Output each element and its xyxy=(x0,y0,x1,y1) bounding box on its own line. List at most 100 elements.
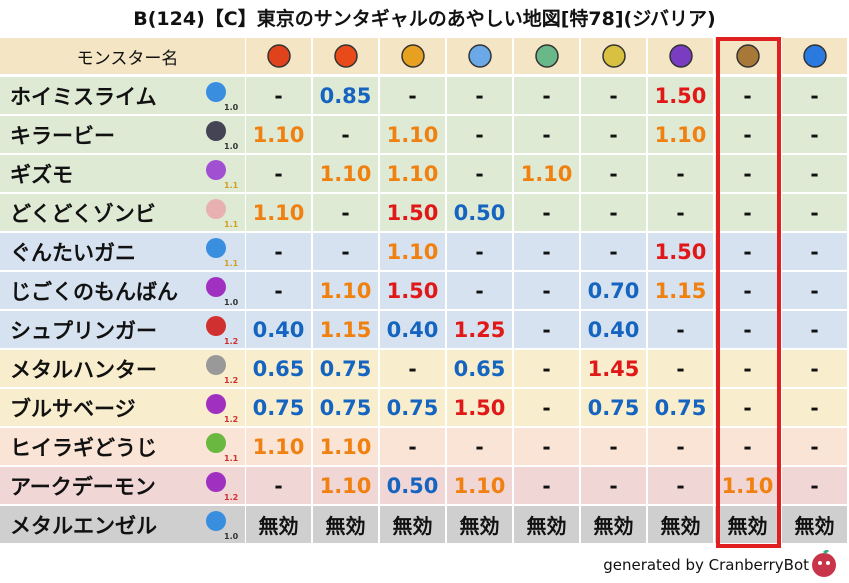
value-cell: 0.75 xyxy=(246,389,311,426)
value-cell: - xyxy=(581,428,646,465)
value-cell: - xyxy=(447,155,512,192)
value-cell: - xyxy=(581,116,646,153)
value-cell: - xyxy=(782,389,847,426)
header-icon xyxy=(715,38,780,74)
value-cell: - xyxy=(715,77,780,114)
value-cell: - xyxy=(782,467,847,504)
value-cell: 1.50 xyxy=(447,389,512,426)
value-cell: - xyxy=(782,155,847,192)
level: 1.0 xyxy=(224,298,239,307)
element-icon xyxy=(534,44,559,68)
value-cell: 0.75 xyxy=(313,389,378,426)
value-cell: 0.40 xyxy=(246,311,311,348)
header-icon xyxy=(380,38,445,74)
monster-icon xyxy=(206,433,226,453)
row-name: どくどくゾンビ 1.1 xyxy=(0,194,245,231)
value-cell: 無効 xyxy=(514,506,579,543)
value-cell: - xyxy=(648,155,713,192)
value-cell: 1.45 xyxy=(581,350,646,387)
value-cell: - xyxy=(782,272,847,309)
value-cell: 1.10 xyxy=(380,116,445,153)
value-cell: - xyxy=(514,350,579,387)
value-cell: 1.50 xyxy=(648,233,713,270)
row-name: ギズモ 1.1 xyxy=(0,155,245,192)
header-name: モンスター名 xyxy=(0,38,245,74)
value-cell: - xyxy=(782,311,847,348)
value-cell: 1.15 xyxy=(648,272,713,309)
element-icon xyxy=(735,44,760,68)
value-cell: - xyxy=(514,233,579,270)
header-icon xyxy=(313,38,378,74)
header-icon xyxy=(447,38,512,74)
row-name: ぐんたいガニ 1.1 xyxy=(0,233,245,270)
highlight-box xyxy=(716,37,781,548)
monster-icon xyxy=(206,121,226,141)
value-cell: - xyxy=(313,116,378,153)
value-cell: - xyxy=(246,272,311,309)
value-cell: - xyxy=(648,350,713,387)
value-cell: - xyxy=(715,428,780,465)
value-cell: - xyxy=(447,77,512,114)
monster-icon xyxy=(206,355,226,375)
value-cell: - xyxy=(715,350,780,387)
value-cell: 無効 xyxy=(715,506,780,543)
value-cell: - xyxy=(581,155,646,192)
level: 1.0 xyxy=(224,103,239,112)
row-name: アークデーモン 1.2 xyxy=(0,467,245,504)
value-cell: - xyxy=(380,350,445,387)
value-cell: - xyxy=(514,77,579,114)
value-cell: 0.50 xyxy=(447,194,512,231)
value-cell: - xyxy=(380,428,445,465)
value-cell: 無効 xyxy=(313,506,378,543)
value-cell: - xyxy=(648,311,713,348)
value-cell: 0.40 xyxy=(380,311,445,348)
value-cell: - xyxy=(782,350,847,387)
element-icon xyxy=(601,44,626,68)
value-cell: - xyxy=(715,233,780,270)
value-cell: - xyxy=(447,428,512,465)
value-cell: - xyxy=(313,194,378,231)
monster-icon xyxy=(206,160,226,180)
value-cell: - xyxy=(648,428,713,465)
value-cell: 0.65 xyxy=(447,350,512,387)
value-cell: 無効 xyxy=(380,506,445,543)
value-cell: - xyxy=(581,77,646,114)
value-cell: 0.65 xyxy=(246,350,311,387)
element-icon xyxy=(333,44,358,68)
value-cell: - xyxy=(514,194,579,231)
value-cell: 1.10 xyxy=(313,428,378,465)
value-cell: 無効 xyxy=(648,506,713,543)
value-cell: - xyxy=(246,233,311,270)
value-cell: - xyxy=(782,233,847,270)
value-cell: 0.75 xyxy=(581,389,646,426)
value-cell: - xyxy=(715,155,780,192)
row-name: メタルエンゼル 1.0 xyxy=(0,506,245,543)
monster-icon xyxy=(206,277,226,297)
monster-icon xyxy=(206,394,226,414)
element-icon xyxy=(400,44,425,68)
value-cell: - xyxy=(782,77,847,114)
value-cell: - xyxy=(514,116,579,153)
row-name: じごくのもんばん 1.0 xyxy=(0,272,245,309)
value-cell: 0.40 xyxy=(581,311,646,348)
header-icon xyxy=(581,38,646,74)
value-cell: 1.10 xyxy=(715,467,780,504)
value-cell: 1.10 xyxy=(380,233,445,270)
level: 1.2 xyxy=(224,415,239,424)
header-icon xyxy=(246,38,311,74)
value-cell: 0.85 xyxy=(313,77,378,114)
level: 1.1 xyxy=(224,259,239,268)
monster-icon xyxy=(206,82,226,102)
value-cell: - xyxy=(246,155,311,192)
value-cell: - xyxy=(715,272,780,309)
value-cell: 0.75 xyxy=(313,350,378,387)
value-cell: 1.10 xyxy=(447,467,512,504)
row-name: キラービー 1.0 xyxy=(0,116,245,153)
header-icon xyxy=(648,38,713,74)
bot-icon xyxy=(812,550,836,577)
monster-icon xyxy=(206,511,226,531)
value-cell: - xyxy=(514,467,579,504)
value-cell: 1.50 xyxy=(380,272,445,309)
value-cell: 1.10 xyxy=(246,428,311,465)
value-cell: 1.25 xyxy=(447,311,512,348)
